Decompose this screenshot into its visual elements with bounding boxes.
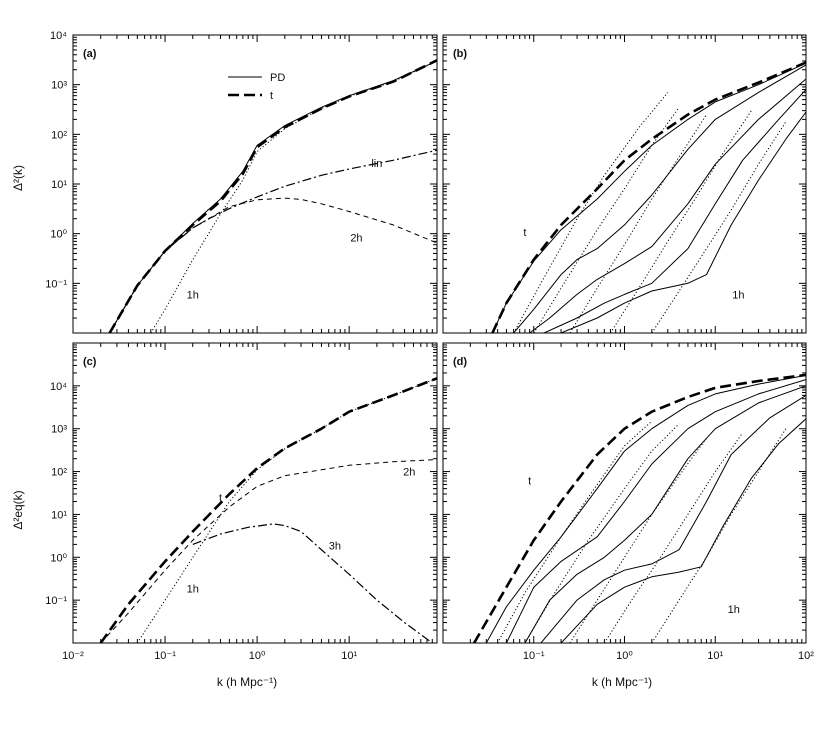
series-line-curve-4	[543, 89, 806, 333]
x-tick-label: 10⁻¹	[154, 650, 176, 662]
panel-label: (c)	[83, 356, 97, 368]
y-tick-label: 10²	[51, 467, 67, 479]
series-line-1h-4	[150, 60, 437, 333]
legend-entry: PD	[270, 72, 285, 84]
y-tick-label: 10⁴	[50, 381, 67, 393]
series-line-curve-5	[560, 111, 806, 333]
annotation-label: 2h	[350, 232, 362, 244]
series-line-1h-10	[651, 121, 787, 333]
series-group	[472, 373, 806, 643]
series-line-t-1	[108, 59, 437, 333]
annotation-label: t	[528, 475, 531, 487]
panel-frame	[442, 342, 807, 644]
series-line-1h-8	[569, 437, 707, 643]
series-group	[99, 377, 437, 643]
series-line-pd-0	[109, 60, 437, 333]
y-tick-label: 10⁻¹	[45, 278, 67, 290]
y-tick-label: 10⁴	[50, 30, 67, 42]
series-line-curve-1	[491, 62, 806, 333]
x-tick-label: 10⁻²	[62, 650, 84, 662]
series-line-t-0	[491, 61, 806, 333]
y-tick-label: 10³	[51, 424, 67, 436]
y-tick-label: 10¹	[51, 179, 67, 191]
x-tick-label: 10¹	[341, 650, 357, 662]
y-tick-label: 10¹	[51, 509, 67, 521]
annotation-label: t	[219, 493, 222, 505]
series-group	[108, 59, 437, 333]
x-tick-label: 10¹	[707, 650, 723, 662]
series-line-lin-2	[109, 149, 437, 333]
series-line-1h-6	[497, 420, 653, 643]
annotation-label: lin	[371, 158, 382, 170]
annotation-label: 2h	[403, 467, 415, 479]
top-ylabel: Δ²(k)	[11, 165, 25, 191]
y-tick-label: 10³	[51, 80, 67, 92]
series-line-curve-1	[485, 374, 806, 643]
series-line-curve-2	[505, 379, 806, 643]
panel-label: (a)	[83, 48, 97, 60]
series-line-1h-8	[569, 114, 707, 333]
series-group	[491, 61, 806, 333]
x-tick-label: 10⁻¹	[523, 650, 545, 662]
annotation-label: t	[523, 227, 526, 239]
bottom-ylabel: Δ²eq(k)	[11, 490, 25, 529]
panel-a: 10⁻¹ 10⁰ 10¹ 10² 10³ 10⁴ (a) lin 2h 1h PD t	[45, 30, 438, 334]
series-line-curve-3	[524, 385, 806, 643]
series-line-t-0	[99, 377, 437, 643]
series-line-1h-7	[524, 423, 680, 643]
series-line-2h-1	[100, 459, 437, 643]
y-tick-label: 10⁰	[50, 229, 67, 241]
annotation-label: 1h	[187, 584, 199, 596]
series-line-1h-6	[513, 92, 669, 333]
panel-c: 10⁻¹ 10⁰ 10¹ 10² 10³ 10⁴ 10⁻² 10⁻¹ 10⁰ 10¹ (c) t 2h 3…	[45, 342, 438, 662]
series-line-curve-2	[513, 64, 806, 333]
series-line-3h-2	[192, 523, 433, 643]
panel-label: (b)	[453, 48, 467, 60]
panel-frame	[72, 342, 438, 644]
annotation-label: 1h	[732, 289, 744, 301]
series-line-2h-3	[109, 197, 437, 333]
x-tick-label: 10⁰	[249, 650, 266, 662]
annotation-label: 1h	[728, 604, 740, 616]
y-tick-label: 10⁻¹	[45, 595, 67, 607]
series-line-1h-3	[136, 377, 437, 643]
panel-d: 10⁻¹ 10⁰ 10¹ 10² (d) t 1h	[442, 342, 814, 662]
panel-b: (b) t 1h	[442, 34, 807, 334]
x-tick-label: 10⁰	[616, 650, 633, 662]
annotation-label: 3h	[329, 541, 341, 553]
panel-frame	[72, 34, 438, 334]
x-tick-label: 10²	[798, 650, 814, 662]
y-tick-label: 10²	[51, 129, 67, 141]
xlabel-left: k (h Mpc⁻¹)	[217, 675, 277, 689]
y-tick-label: 10⁰	[50, 552, 67, 564]
panel-label: (d)	[453, 356, 467, 368]
panel-frame	[442, 34, 807, 334]
series-line-curve-3	[529, 78, 806, 333]
xlabel-right: k (h Mpc⁻¹)	[592, 675, 652, 689]
series-line-1h-9	[609, 110, 752, 333]
series-line-1h-9	[603, 432, 744, 643]
legend-entry: t	[270, 90, 273, 102]
series-line-t-0	[472, 373, 806, 643]
series-line-curve-4	[540, 394, 806, 643]
series-line-1h-10	[651, 428, 787, 643]
annotation-label: 1h	[187, 289, 199, 301]
